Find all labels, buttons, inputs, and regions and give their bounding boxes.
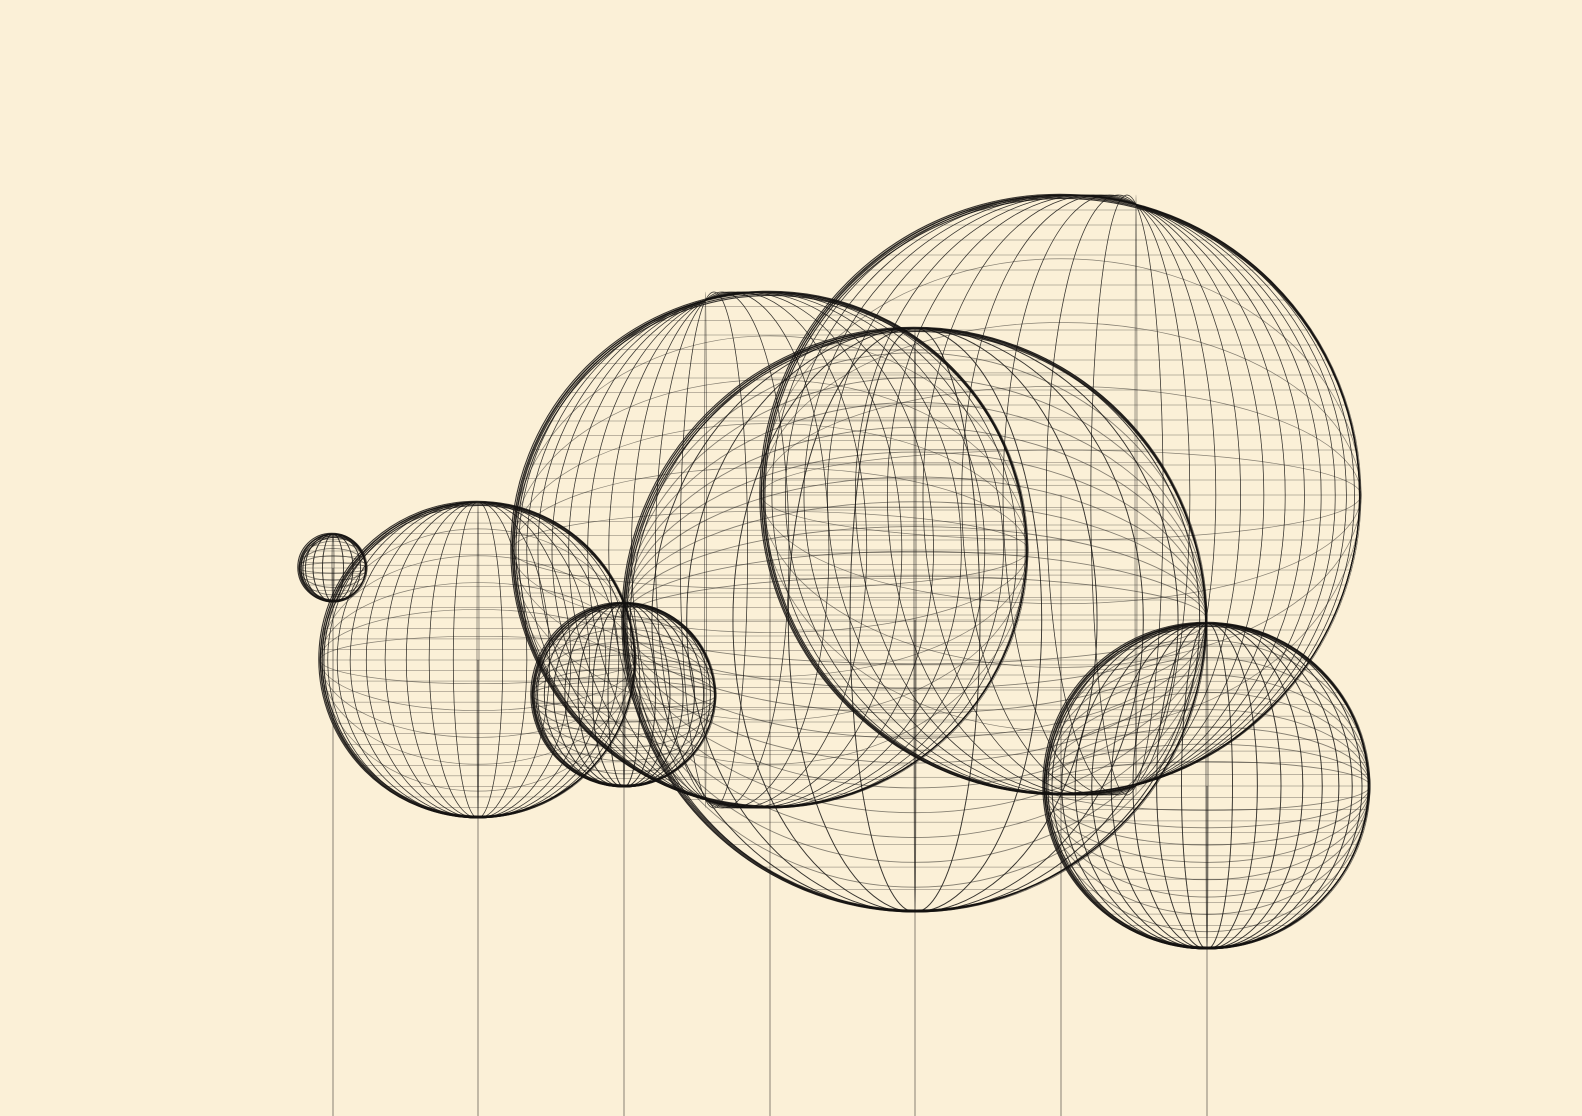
sphere-tiny [297, 532, 368, 603]
sphere-bottom-right [1042, 621, 1371, 950]
sphere-orbit-wide [621, 326, 1208, 913]
sphere-small-mid [530, 601, 717, 788]
sphere-left [318, 500, 637, 819]
stem-lines [332, 495, 1208, 1116]
sphere-center-left [510, 290, 1029, 809]
sphere-group [297, 193, 1371, 950]
